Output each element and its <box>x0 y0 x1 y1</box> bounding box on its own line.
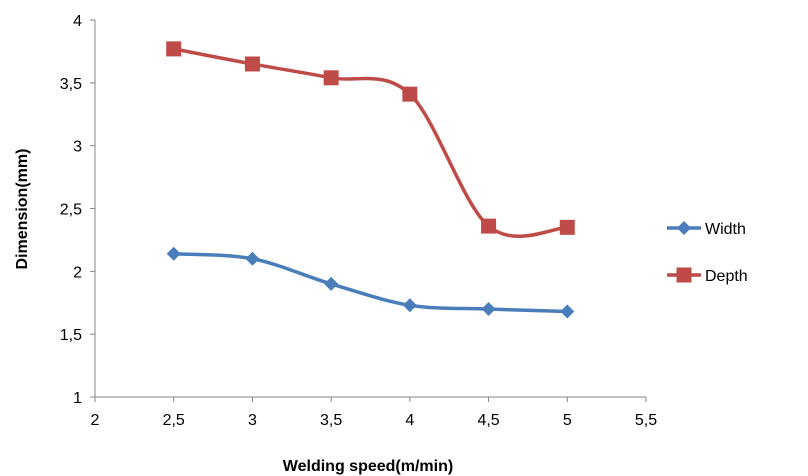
depth-data-point <box>244 56 260 72</box>
width-data-point <box>166 246 181 261</box>
legend-label: Width <box>705 221 746 238</box>
depth-series <box>166 41 575 238</box>
legend-item-depth: Depth <box>667 267 748 285</box>
legend-swatch-marker <box>677 221 691 235</box>
width-data-point <box>324 276 339 291</box>
ticks: 1 1,5 2 2,5 3 3,5 4 2 2,5 3 3,5 4 4,5 5 5,5 <box>60 13 657 429</box>
x-tick-label: 4 <box>405 412 414 429</box>
x-tick-label: 3,5 <box>320 412 342 429</box>
x-tick-label: 4,5 <box>477 412 499 429</box>
depth-data-point <box>481 218 497 234</box>
y-tick-label: 3,5 <box>60 76 82 93</box>
width-data-point <box>402 298 417 313</box>
depth-data-point <box>402 86 418 102</box>
y-tick-label: 1,5 <box>60 327 82 344</box>
depth-data-point <box>559 219 575 235</box>
y-tick-label: 1 <box>73 390 82 407</box>
y-tick-label: 2,5 <box>60 202 82 219</box>
legend: Width Depth <box>667 221 748 285</box>
x-tick-label: 3 <box>248 412 257 429</box>
legend-item-width: Width <box>667 221 746 238</box>
x-axis-title: Welding speed(m/min) <box>283 458 453 475</box>
width-series-line <box>171 251 570 314</box>
x-tick-label: 5,5 <box>635 412 657 429</box>
x-tick-label: 2 <box>91 412 100 429</box>
y-axis-title: Dimension(mm) <box>14 149 31 270</box>
axes <box>94 20 646 398</box>
width-data-point <box>245 251 260 266</box>
x-tick-label: 2,5 <box>163 412 185 429</box>
legend-swatch-marker <box>676 267 692 283</box>
y-tick-label: 4 <box>73 13 82 30</box>
width-data-point <box>481 302 496 317</box>
width-data-point <box>560 304 575 319</box>
series-layer <box>166 41 575 319</box>
depth-data-point <box>323 70 339 86</box>
depth-data-point <box>166 41 182 57</box>
width-series <box>166 246 575 319</box>
x-tick-label: 5 <box>563 412 572 429</box>
y-tick-label: 3 <box>73 139 82 156</box>
legend-label: Depth <box>705 268 748 285</box>
y-tick-label: 2 <box>73 264 82 281</box>
depth-series-line <box>171 47 570 238</box>
